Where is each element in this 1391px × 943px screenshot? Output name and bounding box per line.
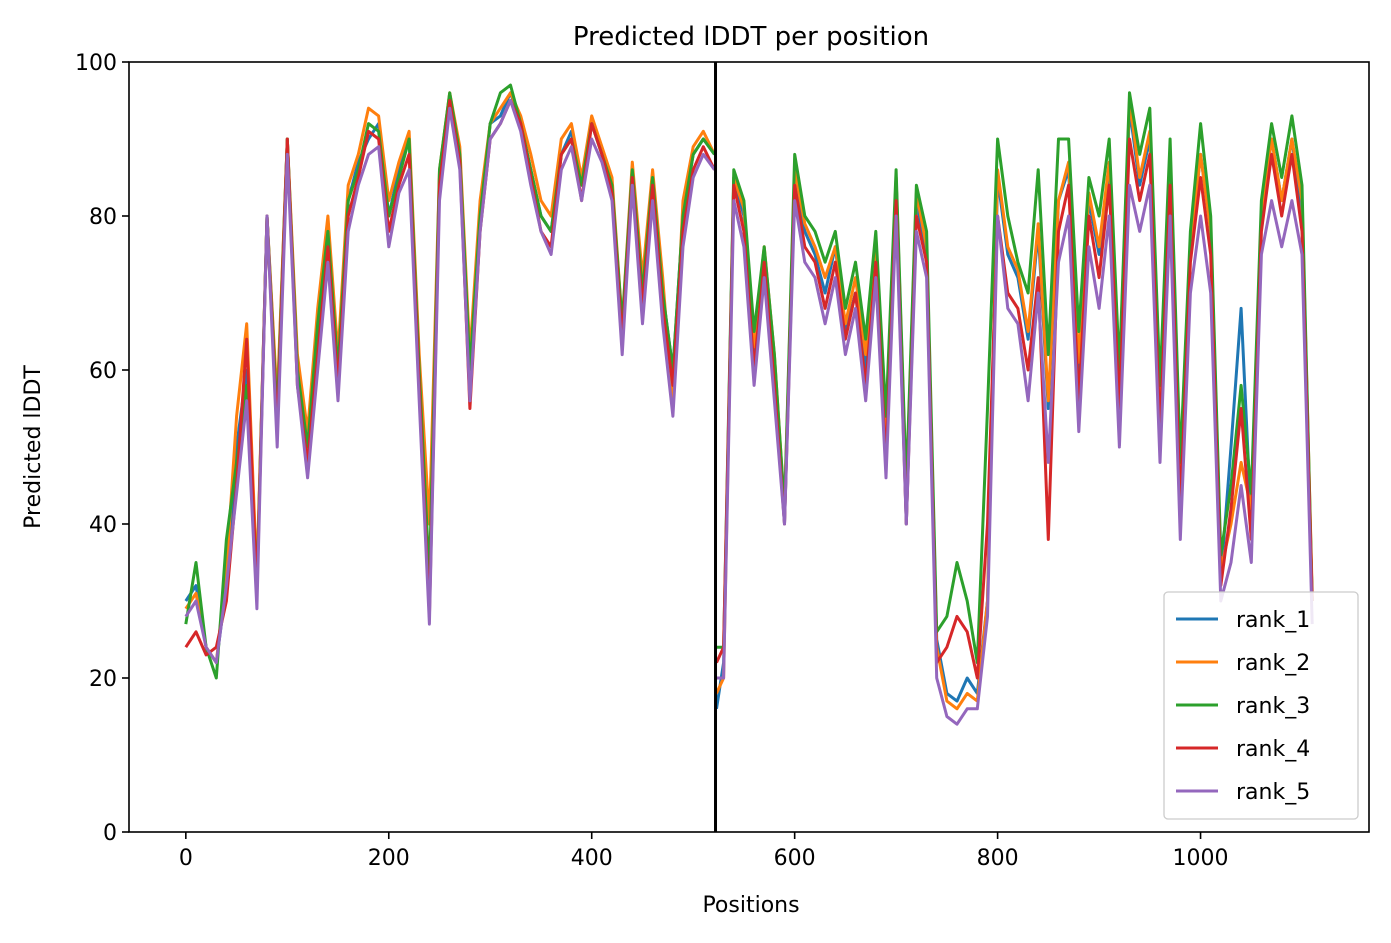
y-tick-label: 60 [89, 359, 117, 384]
legend-box [1163, 591, 1359, 820]
plot-frame [128, 61, 1370, 833]
y-tick-label: 100 [75, 51, 117, 76]
legend-label-rank_4: rank_4 [1236, 737, 1310, 762]
x-tick-label: 0 [179, 846, 193, 871]
y-axis-label: Predicted lDDT [21, 365, 46, 529]
x-tick-label: 200 [368, 846, 410, 871]
legend-label-rank_3: rank_3 [1236, 694, 1310, 719]
y-tick-label: 20 [89, 667, 117, 692]
y-tick-label: 80 [89, 205, 117, 230]
x-axis-label: Positions [702, 893, 799, 918]
chart-title: Predicted lDDT per position [573, 22, 929, 52]
series-line-rank_5-chain-1 [184, 99, 716, 665]
x-tick-label: 400 [571, 846, 613, 871]
x-tick-label: 800 [977, 846, 1019, 871]
x-axis-ticks: 0 200 400 600 800 1000 [179, 832, 1229, 871]
series-line-rank_5-chain-2 [716, 183, 1314, 726]
legend-label-rank_5: rank_5 [1236, 780, 1310, 805]
x-tick-label: 1000 [1173, 846, 1229, 871]
x-tick-label: 600 [774, 846, 816, 871]
legend: rank_1 rank_2 rank_3 rank_4 rank_5 [1163, 591, 1359, 820]
y-tick-label: 40 [89, 513, 117, 538]
y-axis-ticks: 0 20 40 60 80 100 [75, 51, 129, 846]
legend-label-rank_2: rank_2 [1236, 651, 1310, 676]
legend-label-rank_1: rank_1 [1236, 608, 1310, 633]
y-tick-label: 0 [103, 821, 117, 846]
series-lines [184, 83, 1314, 726]
